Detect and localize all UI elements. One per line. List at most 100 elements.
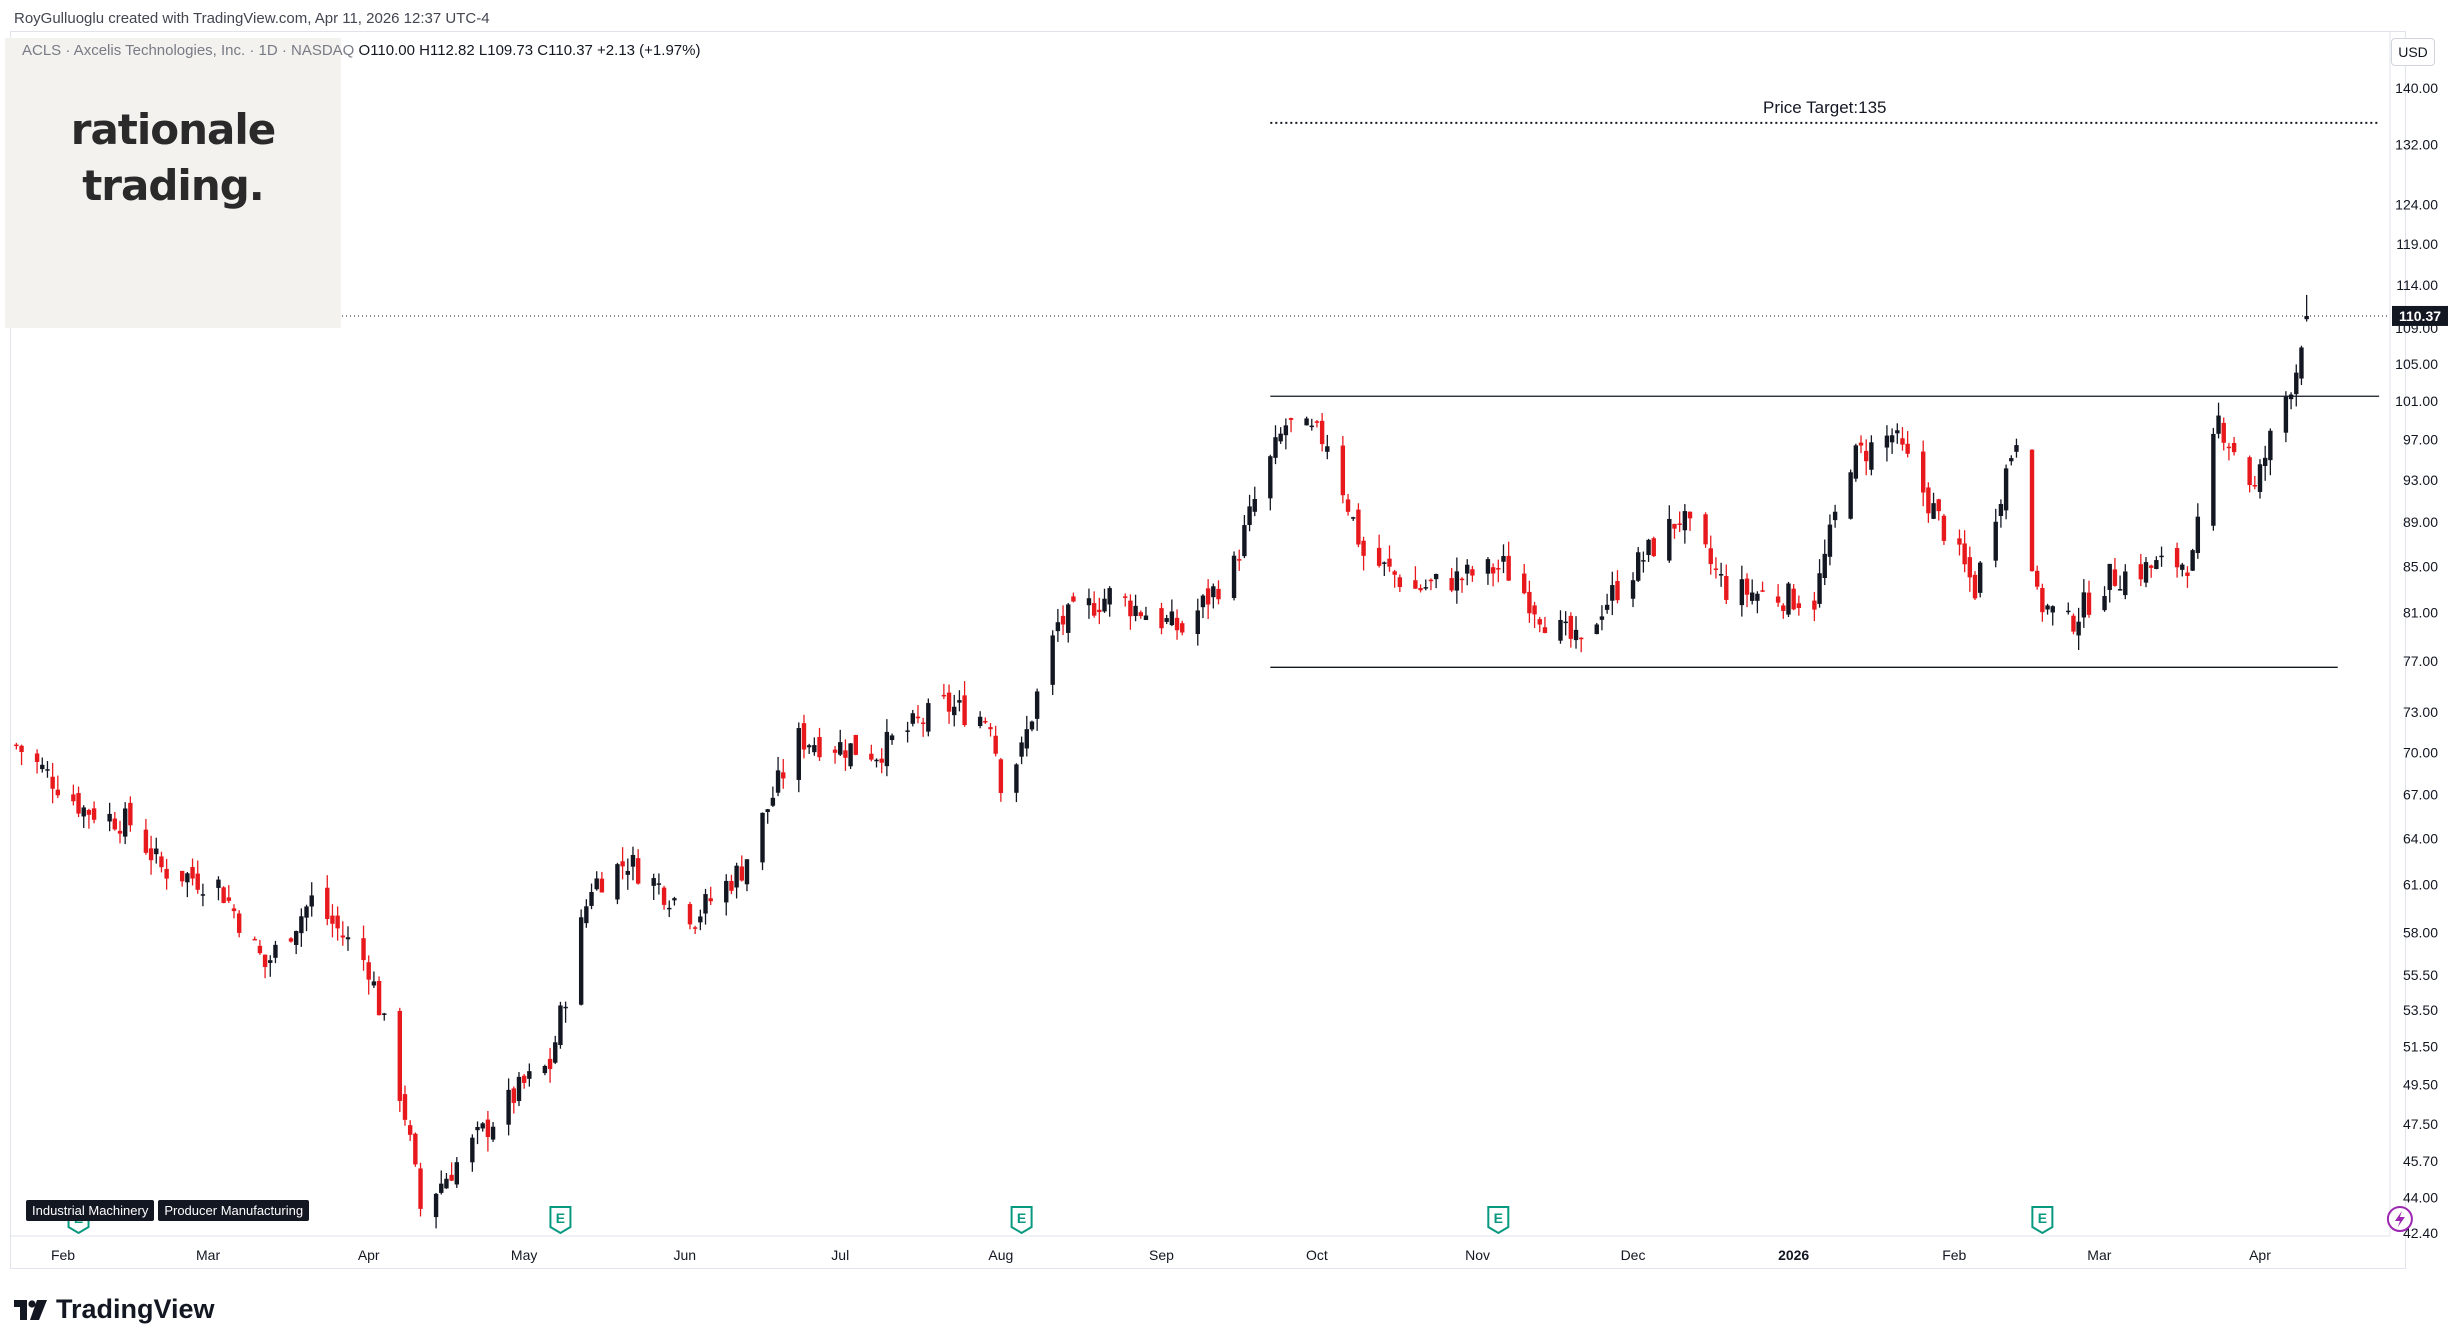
- earnings-icon[interactable]: E: [1010, 1206, 1033, 1235]
- candle: [1470, 565, 1475, 582]
- candle: [2294, 364, 2299, 407]
- candle: [563, 1001, 568, 1023]
- price-tick-label: 97.00: [2403, 432, 2438, 448]
- candle: [1418, 584, 1423, 593]
- candle: [325, 875, 330, 926]
- candle: [651, 873, 656, 901]
- price-tick-label: 89.00: [2403, 514, 2438, 530]
- price-tick-label: 70.00: [2403, 744, 2438, 760]
- candle: [2148, 564, 2154, 578]
- price-tick-label: 81.00: [2403, 605, 2438, 621]
- candle: [2185, 566, 2190, 588]
- candle: [1563, 611, 1568, 636]
- candle: [159, 851, 164, 873]
- sector-tag[interactable]: Producer Manufacturing: [158, 1200, 310, 1221]
- candle: [1703, 512, 1708, 548]
- candle: [1889, 428, 1895, 454]
- candle: [1781, 603, 1786, 619]
- candle: [1542, 616, 1548, 634]
- candle: [1387, 545, 1392, 572]
- candle: [1237, 549, 1242, 571]
- candle: [884, 719, 890, 777]
- candle: [817, 727, 822, 761]
- candle: [2190, 548, 2195, 572]
- time-tick-label: Mar: [2087, 1247, 2111, 1263]
- candle: [1143, 606, 1149, 621]
- candle: [2262, 445, 2268, 481]
- earnings-icon[interactable]: E: [549, 1206, 572, 1235]
- candle: [2288, 392, 2294, 410]
- candle: [1086, 588, 1092, 619]
- candle: [1024, 715, 1029, 757]
- candle: [1351, 516, 1356, 521]
- candle: [273, 940, 278, 964]
- candle: [268, 955, 273, 977]
- time-tick-label: 2026: [1778, 1247, 1809, 1263]
- svg-text:E: E: [556, 1210, 565, 1226]
- candle: [1319, 412, 1325, 452]
- candle: [589, 883, 594, 910]
- candle: [915, 705, 921, 724]
- candle: [1376, 534, 1382, 568]
- dividend-icon[interactable]: [2386, 1206, 2413, 1232]
- candle: [19, 744, 24, 766]
- earnings-icon[interactable]: E: [1487, 1206, 1510, 1235]
- tradingview-logo-icon: [14, 1299, 47, 1320]
- candle: [2045, 603, 2050, 615]
- candle: [1252, 486, 1257, 517]
- tradingview-wordmark: TradingView: [56, 1294, 215, 1324]
- candle: [221, 886, 226, 904]
- candle: [1522, 564, 1527, 595]
- candle: [1034, 688, 1040, 731]
- candle: [112, 811, 118, 831]
- tradingview-brand[interactable]: TradingView: [14, 1294, 215, 1325]
- currency-button[interactable]: USD: [2391, 38, 2435, 66]
- candle: [729, 874, 734, 895]
- industry-tag[interactable]: Industrial Machinery: [26, 1200, 155, 1221]
- candle: [299, 908, 304, 947]
- candle: [2071, 613, 2076, 635]
- earnings-icon[interactable]: E: [2031, 1206, 2054, 1235]
- price-tick-label: 109.00: [2395, 320, 2438, 336]
- candle: [1174, 609, 1180, 640]
- candle: [1957, 529, 1962, 556]
- price-tick-label: 85.00: [2403, 558, 2438, 574]
- candle: [1060, 605, 1066, 636]
- candle: [1724, 564, 1729, 605]
- time-tick-label: Jul: [831, 1247, 849, 1263]
- candle: [490, 1121, 496, 1142]
- candle: [1283, 418, 1289, 450]
- candle: [1231, 551, 1237, 601]
- candle: [889, 733, 895, 745]
- candle: [2154, 556, 2159, 570]
- candle: [594, 871, 599, 891]
- candle: [200, 883, 206, 907]
- candle: [905, 721, 910, 743]
- candle: [832, 746, 838, 764]
- candle: [1273, 425, 1278, 465]
- symbol-legend[interactable]: ACLS · Axcelis Technologies, Inc. · 1D ·…: [22, 42, 700, 59]
- candle: [615, 862, 620, 905]
- logo-line1: rationale: [70, 105, 277, 154]
- candle: [480, 1122, 485, 1132]
- candle: [1750, 579, 1755, 605]
- candle: [1760, 581, 1765, 593]
- price-tick-label: 101.00: [2395, 393, 2438, 409]
- candle: [1931, 492, 1936, 520]
- time-tick-label: May: [511, 1247, 537, 1263]
- candle: [485, 1110, 491, 1152]
- chart-frame: [10, 31, 2406, 1269]
- price-tick-label: 119.00: [2396, 236, 2438, 252]
- candle: [1599, 605, 1605, 631]
- candle: [1739, 565, 1745, 617]
- candle: [874, 758, 879, 768]
- candle: [2138, 553, 2144, 587]
- candle: [527, 1063, 532, 1087]
- svg-text:E: E: [1494, 1210, 1503, 1226]
- logo-line2: trading.: [82, 161, 265, 210]
- price-tick-label: 67.00: [2403, 786, 2438, 802]
- candle: [335, 906, 340, 941]
- candle: [796, 722, 801, 793]
- candle: [309, 882, 314, 917]
